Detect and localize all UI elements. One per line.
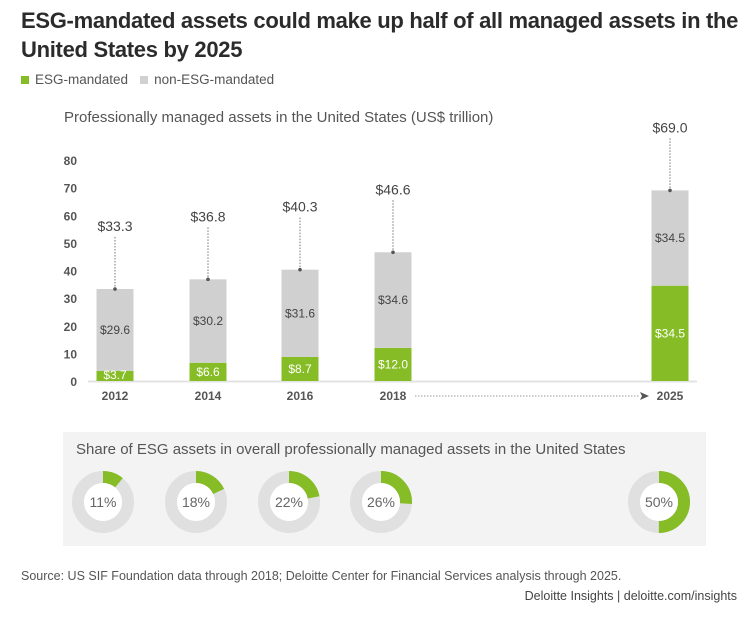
donut-percent-label: 26%	[367, 494, 395, 510]
x-tick-label: 2018	[380, 389, 407, 403]
bar-label-esg: $8.7	[288, 362, 312, 376]
total-leader-dot	[298, 267, 302, 272]
legend-swatch-esg	[21, 75, 29, 84]
total-leader-dot	[668, 188, 672, 193]
bar-label-non-esg: $31.6	[285, 306, 315, 320]
timeline-arrow-head-icon	[640, 392, 649, 400]
donut-esg-arc	[628, 471, 690, 533]
x-tick-label: 2016	[287, 389, 314, 403]
source-note: Source: US SIF Foundation data through 2…	[21, 569, 622, 583]
legend-item-non-esg: non-ESG-mandated	[140, 72, 274, 87]
legend-swatch-non-esg	[140, 75, 149, 84]
bar-segment-non-esg	[281, 269, 319, 357]
y-tick-label: 60	[64, 209, 78, 223]
y-tick-label: 80	[64, 154, 78, 168]
bar-segment-esg	[189, 362, 227, 381]
x-tick-label: 2012	[102, 389, 129, 403]
x-tick-label: 2014	[195, 389, 222, 403]
legend-label-non-esg: non-ESG-mandated	[154, 72, 275, 87]
donut-percent-label: 18%	[182, 494, 210, 510]
bar-label-non-esg: $30.2	[193, 314, 223, 328]
donut-center	[640, 483, 678, 521]
donut-center	[84, 483, 122, 521]
bar-total-label: $40.3	[282, 199, 317, 215]
bar-total-label: $33.3	[97, 218, 132, 234]
donut-center	[362, 483, 400, 521]
bar-segment-esg	[281, 356, 319, 381]
y-tick-label: 0	[70, 375, 77, 389]
donut-percent-label: 11%	[90, 494, 117, 510]
y-tick-label: 10	[64, 347, 78, 361]
total-leader-dot	[391, 250, 395, 255]
bar-label-esg: $6.6	[196, 365, 220, 379]
donut-center	[177, 483, 215, 521]
bar-segment-non-esg	[96, 289, 134, 371]
bar-segment-esg	[651, 285, 689, 381]
bar-label-non-esg: $34.6	[378, 293, 408, 307]
donut-percent-label: 50%	[645, 494, 673, 510]
bar-label-non-esg: $34.5	[655, 231, 685, 245]
legend-item-esg: ESG-mandated	[21, 72, 128, 87]
bar-segment-non-esg	[189, 279, 227, 363]
total-leader-dot	[206, 277, 210, 282]
legend: ESG-mandated non-ESG-mandated	[21, 72, 286, 87]
x-tick-label: 2025	[657, 389, 684, 403]
bar-label-esg: $34.5	[655, 326, 685, 340]
y-tick-label: 30	[64, 292, 78, 306]
bar-segment-non-esg	[374, 252, 412, 348]
y-tick-label: 40	[64, 265, 78, 279]
chart-title: ESG-mandated assets could make up half o…	[21, 8, 739, 62]
donut-esg-arc	[350, 471, 412, 533]
bar-total-label: $69.0	[652, 119, 687, 135]
bar-label-esg: $12.0	[378, 357, 408, 371]
y-tick-label: 70	[64, 182, 78, 196]
legend-label-esg: ESG-mandated	[35, 72, 129, 87]
bar-label-esg: $3.7	[103, 368, 127, 382]
donut-panel-title: Share of ESG assets in overall professio…	[76, 441, 626, 458]
donut-center	[270, 483, 308, 521]
bar-segment-non-esg	[651, 190, 689, 286]
total-leader-dot	[113, 287, 117, 291]
bar-segment-esg	[96, 370, 134, 381]
bar-total-label: $46.6	[375, 181, 410, 197]
y-tick-label: 50	[64, 237, 78, 251]
bar-segment-esg	[374, 347, 412, 381]
donut-percent-label: 22%	[275, 494, 303, 510]
donut-esg-arc	[258, 471, 320, 533]
donut-esg-arc	[72, 471, 134, 533]
bar-label-non-esg: $29.6	[100, 323, 130, 337]
y-tick-label: 20	[64, 320, 78, 334]
donut-esg-arc	[165, 471, 227, 533]
bar-total-label: $36.8	[190, 208, 225, 224]
credit-line: Deloitte Insights | deloitte.com/insight…	[524, 589, 737, 603]
bar-chart-subtitle: Professionally managed assets in the Uni…	[64, 109, 494, 126]
